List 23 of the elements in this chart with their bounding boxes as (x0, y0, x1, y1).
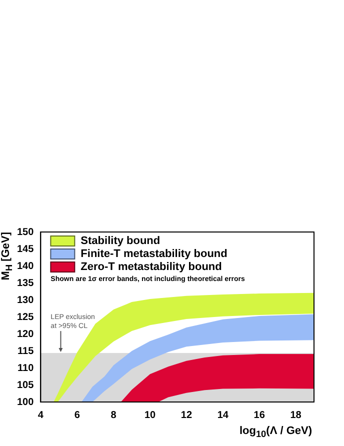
y-tick-label: 125 (16, 312, 34, 323)
y-tick-label: 100 (16, 396, 34, 408)
legend-label: Zero-T metastability bound (80, 261, 222, 274)
y-tick-label: 105 (16, 380, 34, 391)
y-tick-label: 115 (18, 346, 34, 357)
x-tick-label: 8 (110, 410, 117, 421)
x-tick-label: 18 (290, 410, 302, 421)
legend-label: Finite-T metastability bound (80, 248, 228, 260)
y-tick-label: 130 (16, 294, 34, 306)
legend-label: Stability bound (80, 235, 160, 248)
x-tick-label: 4 (38, 410, 44, 421)
y-tick-label: 140 (16, 260, 34, 272)
x-tick-label: 6 (74, 410, 80, 421)
y-tick-label: 150 (16, 226, 34, 238)
y-tick-label: 110 (18, 362, 34, 374)
x-tick-label: 16 (254, 410, 266, 421)
x-axis-title: log$_{10}$(Λ / GeV) (239, 425, 312, 440)
x-tick-label: 14 (217, 410, 229, 421)
y-tick-label: 120 (16, 328, 34, 340)
y-tick-label: 135 (16, 278, 34, 289)
x-tick-label: 10 (144, 410, 156, 421)
y-tick-label: 145 (16, 244, 34, 255)
x-tick-label: 12 (180, 410, 192, 421)
